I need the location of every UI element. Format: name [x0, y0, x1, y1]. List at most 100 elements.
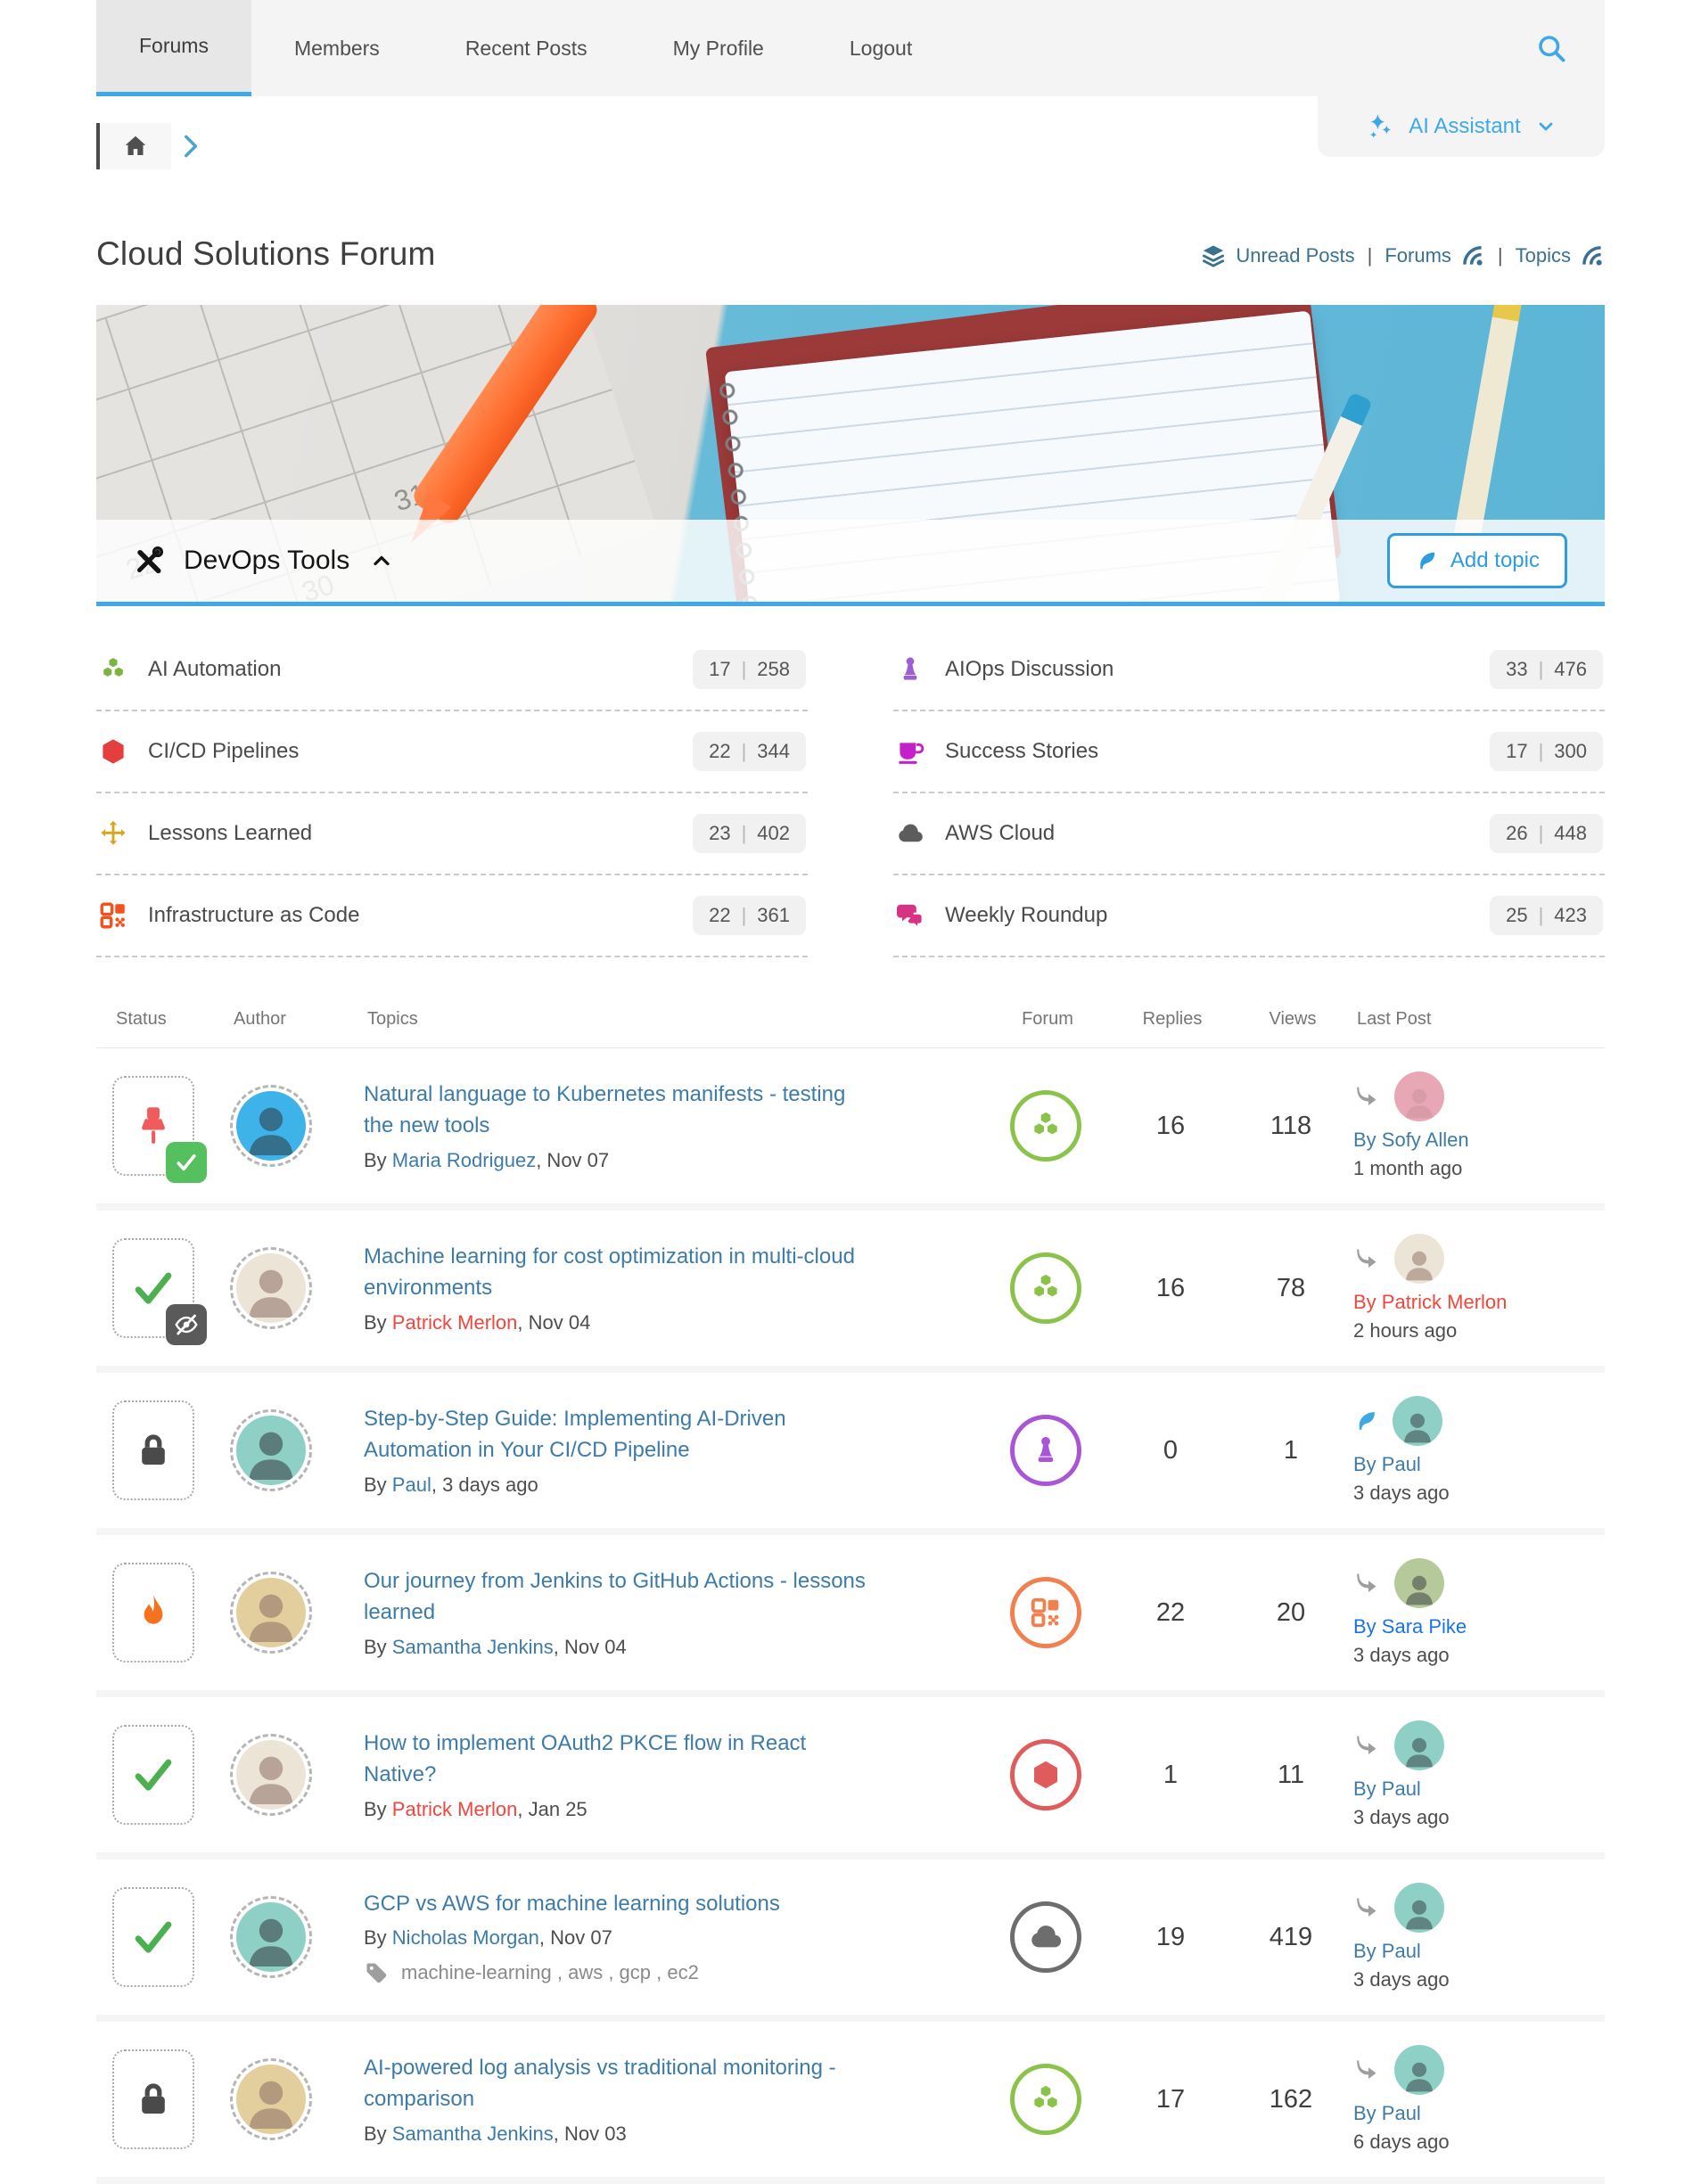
tab-recent-posts[interactable]: Recent Posts	[423, 0, 630, 96]
category-weekly-roundup: Weekly Roundup 25 | 423	[893, 875, 1605, 957]
category-link[interactable]: Success Stories	[945, 739, 1099, 763]
check-icon	[174, 1150, 199, 1175]
last-poster-link[interactable]: By Sara Pike	[1353, 1615, 1467, 1638]
replies-count: 16	[1155, 1273, 1186, 1302]
person-icon	[1400, 2056, 1439, 2095]
author-link[interactable]: Patrick Merlon	[391, 1310, 518, 1334]
author-link[interactable]: Patrick Merlon	[391, 1797, 518, 1820]
forums-rss-link[interactable]: Forums	[1385, 243, 1485, 268]
category-link[interactable]: AI Automation	[148, 657, 282, 681]
last-poster-avatar[interactable]	[1394, 1071, 1444, 1121]
topic-title-link[interactable]: Our journey from Jenkins to GitHub Actio…	[364, 1569, 866, 1624]
forum-link-aiops-discussion[interactable]	[1010, 1415, 1081, 1486]
last-poster-link[interactable]: By Sofy Allen	[1353, 1129, 1469, 1151]
post-count: 300	[1554, 740, 1587, 762]
forum-link-infrastructure-as-code[interactable]	[1010, 1577, 1081, 1648]
author-avatar[interactable]	[230, 1409, 312, 1491]
add-topic-button[interactable]: Add topic	[1386, 533, 1567, 588]
last-poster-avatar[interactable]	[1394, 2045, 1444, 2095]
author-avatar[interactable]	[230, 1734, 312, 1816]
breadcrumb	[96, 123, 205, 169]
author-avatar[interactable]	[230, 1572, 312, 1654]
category-link[interactable]: CI/CD Pipelines	[148, 739, 300, 763]
forum-link-ai-automation[interactable]	[1010, 1252, 1081, 1324]
last-poster-link[interactable]: By Patrick Merlon	[1353, 1291, 1508, 1313]
post-count: 258	[757, 658, 790, 680]
tag-icon	[364, 1960, 389, 1985]
unread-posts-label: Unread Posts	[1236, 244, 1355, 267]
divider: |	[741, 904, 747, 926]
author-link[interactable]: Nicholas Morgan	[391, 1926, 539, 1950]
status-hot	[112, 1563, 194, 1663]
author-avatar[interactable]	[230, 1247, 312, 1329]
author-avatar[interactable]	[230, 2058, 312, 2140]
topic-title-link[interactable]: Step-by-Step Guide: Implementing AI-Driv…	[364, 1407, 786, 1462]
author-link[interactable]: Samantha Jenkins	[391, 1635, 554, 1658]
category-link[interactable]: AWS Cloud	[945, 821, 1056, 845]
tab-members[interactable]: Members	[251, 0, 423, 96]
person-icon	[1400, 1893, 1439, 1933]
molecule-icon	[98, 654, 128, 685]
topic-cell: GCP vs AWS for machine learning solution…	[364, 1889, 979, 1986]
last-poster-link[interactable]: By Paul	[1353, 2102, 1421, 2124]
last-poster-link[interactable]: By Paul	[1353, 1453, 1421, 1475]
header-author: Author	[234, 1009, 286, 1029]
forum-link-aws-cloud[interactable]	[1010, 1901, 1081, 1973]
category-cicd-pipelines: CI/CD Pipelines 22 | 344	[96, 711, 808, 793]
topic-title-link[interactable]: Natural language to Kubernetes manifests…	[364, 1082, 846, 1137]
author-link[interactable]: Paul	[391, 1473, 431, 1496]
ai-assistant-toggle[interactable]: AI Assistant	[1318, 96, 1605, 157]
author-link[interactable]: Samantha Jenkins	[391, 2122, 554, 2145]
status-cell	[96, 1238, 230, 1345]
views-count: 11	[1277, 1760, 1305, 1789]
author-avatar[interactable]	[230, 1085, 312, 1167]
header-topics: Topics	[367, 1009, 418, 1029]
topic-title-link[interactable]: Machine learning for cost optimization i…	[364, 1244, 855, 1300]
topics-rss-link[interactable]: Topics	[1516, 243, 1605, 268]
chess-piece-icon	[1029, 1433, 1063, 1467]
last-post-time: 3 days ago	[1353, 1806, 1450, 1828]
unread-posts-link[interactable]: Unread Posts	[1200, 242, 1355, 269]
header-forum: Forum	[1022, 1009, 1073, 1029]
author-avatar[interactable]	[230, 1896, 312, 1978]
author-link[interactable]: Maria Rodriguez	[391, 1148, 537, 1171]
search-button[interactable]	[1498, 0, 1605, 96]
last-poster-avatar[interactable]	[1394, 1720, 1444, 1770]
tab-forums[interactable]: Forums	[96, 0, 251, 96]
status-locked	[112, 2049, 194, 2149]
views-count: 118	[1270, 1111, 1312, 1140]
topic-tags[interactable]: machine-learning , aws , gcp , ec2	[364, 1960, 947, 1985]
topic-title-link[interactable]: How to implement OAuth2 PKCE flow in Rea…	[364, 1731, 807, 1786]
category-link[interactable]: Infrastructure as Code	[148, 903, 360, 927]
breadcrumb-home-button[interactable]	[96, 123, 171, 169]
last-poster-avatar[interactable]	[1393, 1396, 1442, 1446]
forum-link-ai-automation[interactable]	[1010, 2064, 1081, 2135]
category-link[interactable]: Weekly Roundup	[945, 903, 1108, 927]
tab-my-profile[interactable]: My Profile	[630, 0, 807, 96]
hidden-badge	[166, 1304, 207, 1345]
devops-tools-collapse-toggle[interactable]: DevOps Tools	[134, 546, 394, 576]
last-poster-avatar[interactable]	[1394, 1558, 1444, 1608]
forum-link-cicd-pipelines[interactable]	[1010, 1739, 1081, 1810]
category-link[interactable]: Lessons Learned	[148, 821, 313, 845]
category-counts: 23 | 402	[693, 814, 806, 853]
last-poster-link[interactable]: By Paul	[1353, 1778, 1421, 1800]
topics-rss-label: Topics	[1515, 244, 1571, 267]
topic-title-link[interactable]: GCP vs AWS for machine learning solution…	[364, 1891, 780, 1916]
person-icon	[239, 1583, 303, 1647]
category-link[interactable]: AIOps Discussion	[945, 657, 1114, 681]
category-aiops-discussion: AIOps Discussion 33 | 476	[893, 629, 1605, 711]
last-poster-avatar[interactable]	[1394, 1883, 1444, 1933]
person-icon	[1398, 1407, 1437, 1446]
last-poster-link[interactable]: By Paul	[1353, 1940, 1421, 1962]
tab-logout[interactable]: Logout	[807, 0, 955, 96]
reply-arrow-icon	[1353, 1245, 1380, 1272]
topic-title-link[interactable]: AI-powered log analysis vs traditional m…	[364, 2056, 836, 2111]
last-poster-avatar[interactable]	[1394, 1234, 1444, 1284]
topic-row: How to implement OAuth2 PKCE flow in Rea…	[96, 1697, 1605, 1860]
byline: By Patrick Merlon, Nov 04	[364, 1311, 947, 1334]
topics-table-header: Status Author Topics Forum Replies Views…	[96, 1009, 1605, 1048]
topic-count: 26	[1506, 822, 1528, 844]
forum-link-ai-automation[interactable]	[1010, 1090, 1081, 1162]
views-count: 78	[1276, 1273, 1306, 1302]
